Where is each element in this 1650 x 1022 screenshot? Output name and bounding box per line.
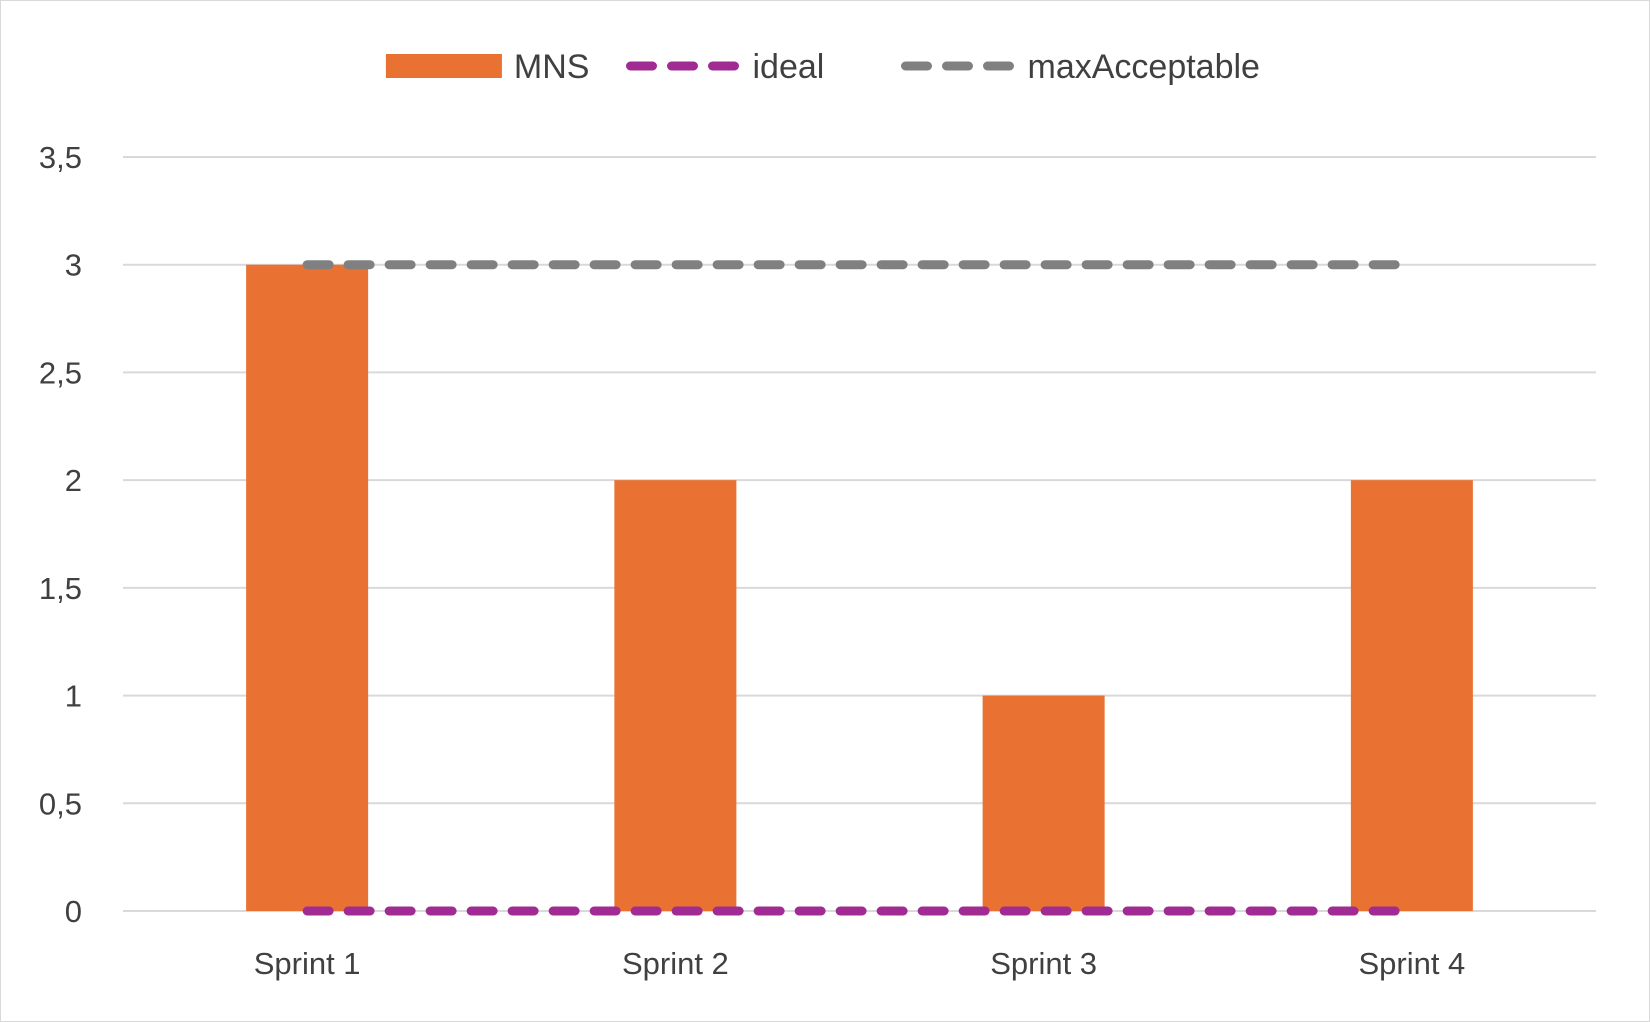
legend-item-maxAcceptable: maxAcceptable	[901, 48, 1260, 86]
bar-MNS-3	[982, 695, 1105, 911]
legend-label: maxAcceptable	[1028, 48, 1260, 86]
bar-MNS-4	[1350, 480, 1473, 911]
y-tick-label: 1	[65, 679, 82, 714]
y-tick-label: 0,5	[39, 786, 82, 821]
x-tick-label: Sprint 2	[622, 946, 729, 981]
bars	[246, 264, 1473, 911]
legend-item-MNS: MNS	[385, 48, 590, 86]
y-axis-ticks: 0 0,5 1 1,5 2 2,5 3 3,5	[39, 140, 82, 929]
legend-label: ideal	[753, 48, 825, 86]
y-tick-label: 0	[65, 894, 82, 929]
x-tick-label: Sprint 4	[1358, 946, 1465, 981]
bar-MNS-2	[614, 480, 737, 911]
y-tick-label: 2,5	[39, 355, 82, 390]
y-tick-label: 3,5	[39, 140, 82, 175]
y-tick-label: 3	[65, 248, 82, 283]
legend: MNS ideal maxAcceptable	[385, 48, 1260, 86]
legend-swatch	[385, 54, 502, 78]
y-tick-label: 2	[65, 463, 82, 498]
bar-MNS-1	[246, 264, 369, 911]
x-axis-ticks: Sprint 1 Sprint 2 Sprint 3 Sprint 4	[254, 946, 1466, 981]
legend-label: MNS	[514, 48, 590, 86]
series-lines	[302, 260, 1417, 916]
y-tick-label: 1,5	[39, 571, 82, 606]
x-tick-label: Sprint 1	[254, 946, 361, 981]
x-tick-label: Sprint 3	[990, 946, 1097, 981]
legend-item-ideal: ideal	[626, 48, 825, 86]
